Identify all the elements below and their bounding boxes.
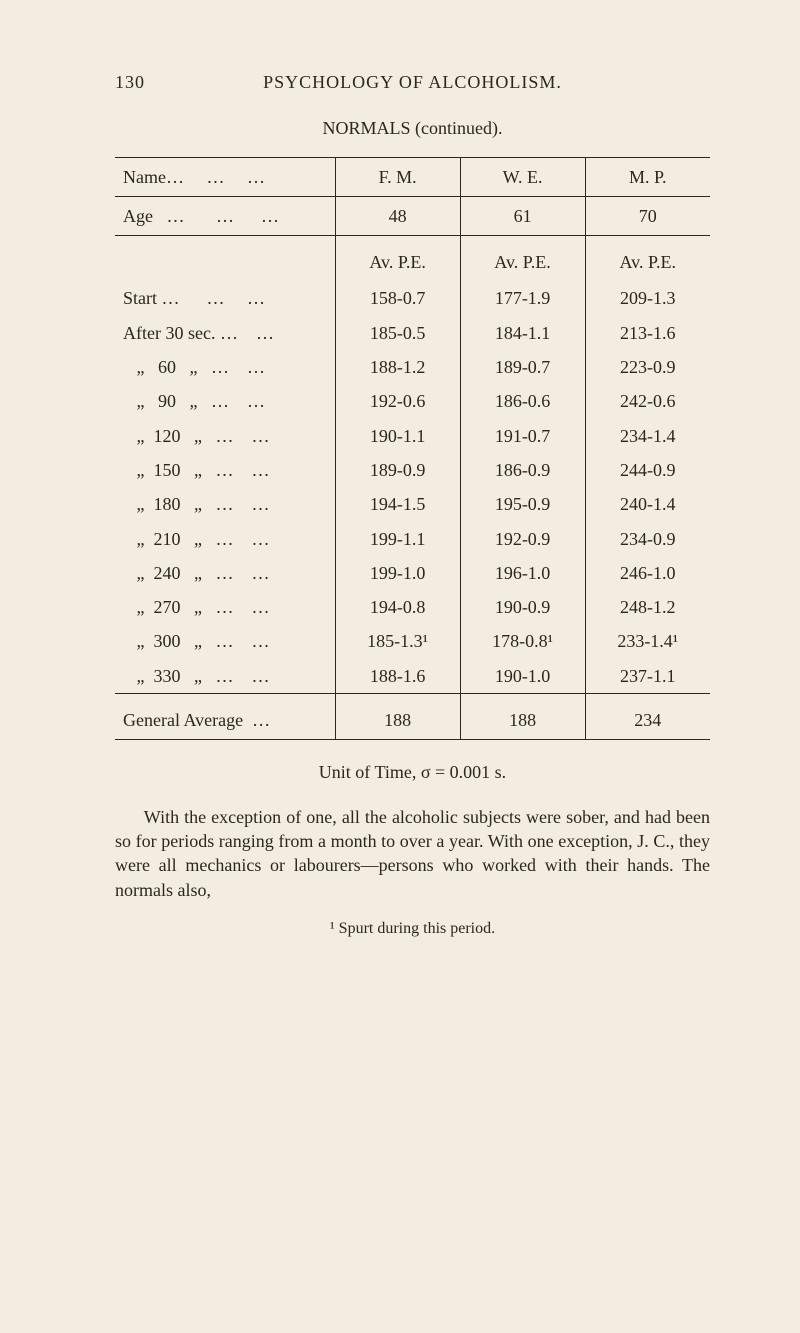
row-fm: 188-1.2 [335,350,460,384]
row-mp: 240-1.4 [585,487,710,521]
row-label: „ 330 „ … … [115,659,335,694]
row-we: 186-0.6 [460,384,585,418]
row-fm: 194-0.8 [335,590,460,624]
row-we: 196-1.0 [460,556,585,590]
pe-header-blank [115,236,335,282]
row-we: 192-0.9 [460,522,585,556]
header-title: PSYCHOLOGY OF ALCOHOLISM. [145,70,710,94]
row-mp: 237-1.1 [585,659,710,694]
table-row: „ 180 „ … …194-1.5195-0.9240-1.4 [115,487,710,521]
table-header-row: Name… … … F. M. W. E. M. P. [115,157,710,196]
age-we: 61 [460,196,585,235]
row-mp: 223-0.9 [585,350,710,384]
summary-mp: 234 [585,694,710,740]
row-mp: 242-0.6 [585,384,710,418]
row-fm: 185-1.3¹ [335,624,460,658]
row-we: 177-1.9 [460,281,585,315]
summary-label: General Average … [115,694,335,740]
row-we: 195-0.9 [460,487,585,521]
table-row: „ 270 „ … …194-0.8190-0.9248-1.2 [115,590,710,624]
row-fm: 192-0.6 [335,384,460,418]
table-row: „ 120 „ … …190-1.1191-0.7234-1.4 [115,419,710,453]
table-row: After 30 sec. … …185-0.5184-1.1213-1.6 [115,316,710,350]
running-header: 130 PSYCHOLOGY OF ALCOHOLISM. [115,70,710,94]
col-header-fm: F. M. [335,157,460,196]
pe-header-row: Av. P.E. Av. P.E. Av. P.E. [115,236,710,282]
row-we: 178-0.8¹ [460,624,585,658]
table-row: „ 240 „ … …199-1.0196-1.0246-1.0 [115,556,710,590]
footnote: ¹ Spurt during this period. [115,918,710,940]
normals-table: Name… … … F. M. W. E. M. P. Age … … … 48… [115,157,710,741]
row-label: „ 150 „ … … [115,453,335,487]
row-label: „ 300 „ … … [115,624,335,658]
row-we: 189-0.7 [460,350,585,384]
row-mp: 213-1.6 [585,316,710,350]
row-we: 190-1.0 [460,659,585,694]
row-mp: 234-0.9 [585,522,710,556]
row-fm: 158-0.7 [335,281,460,315]
row-mp: 246-1.0 [585,556,710,590]
pe-header-we: Av. P.E. [460,236,585,282]
col-header-we: W. E. [460,157,585,196]
row-fm: 194-1.5 [335,487,460,521]
row-mp: 244-0.9 [585,453,710,487]
table-row: „ 150 „ … …189-0.9186-0.9244-0.9 [115,453,710,487]
summary-we: 188 [460,694,585,740]
row-label: „ 60 „ … … [115,350,335,384]
page-number: 130 [115,70,145,94]
row-fm: 189-0.9 [335,453,460,487]
row-we: 191-0.7 [460,419,585,453]
row-mp: 233-1.4¹ [585,624,710,658]
age-row: Age … … … 48 61 70 [115,196,710,235]
pe-header-fm: Av. P.E. [335,236,460,282]
row-we: 186-0.9 [460,453,585,487]
page: 130 PSYCHOLOGY OF ALCOHOLISM. NORMALS (c… [0,0,800,1333]
table-caption: NORMALS (continued). [115,116,710,140]
row-fm: 199-1.1 [335,522,460,556]
age-label: Age … … … [115,196,335,235]
row-fm: 188-1.6 [335,659,460,694]
row-we: 184-1.1 [460,316,585,350]
summary-fm: 188 [335,694,460,740]
row-label: „ 270 „ … … [115,590,335,624]
summary-row: General Average … 188 188 234 [115,694,710,740]
table-row: Start … … …158-0.7177-1.9209-1.3 [115,281,710,315]
pe-header-mp: Av. P.E. [585,236,710,282]
row-mp: 248-1.2 [585,590,710,624]
row-label: „ 120 „ … … [115,419,335,453]
row-label: „ 180 „ … … [115,487,335,521]
unit-line: Unit of Time, σ = 0.001 s. [115,760,710,784]
row-label: After 30 sec. … … [115,316,335,350]
row-label: Start … … … [115,281,335,315]
row-mp: 234-1.4 [585,419,710,453]
table-row: „ 90 „ … …192-0.6186-0.6242-0.6 [115,384,710,418]
row-mp: 209-1.3 [585,281,710,315]
table-row: „ 330 „ … …188-1.6190-1.0237-1.1 [115,659,710,694]
table-row: „ 210 „ … …199-1.1192-0.9234-0.9 [115,522,710,556]
row-fm: 185-0.5 [335,316,460,350]
row-we: 190-0.9 [460,590,585,624]
col-header-mp: M. P. [585,157,710,196]
row-fm: 199-1.0 [335,556,460,590]
row-label: „ 210 „ … … [115,522,335,556]
age-fm: 48 [335,196,460,235]
age-mp: 70 [585,196,710,235]
table-row: „ 60 „ … …188-1.2189-0.7223-0.9 [115,350,710,384]
col-header-name: Name… … … [115,157,335,196]
table-row: „ 300 „ … …185-1.3¹178-0.8¹233-1.4¹ [115,624,710,658]
row-label: „ 240 „ … … [115,556,335,590]
row-fm: 190-1.1 [335,419,460,453]
row-label: „ 90 „ … … [115,384,335,418]
body-paragraph: With the exception of one, all the alcoh… [115,805,710,902]
